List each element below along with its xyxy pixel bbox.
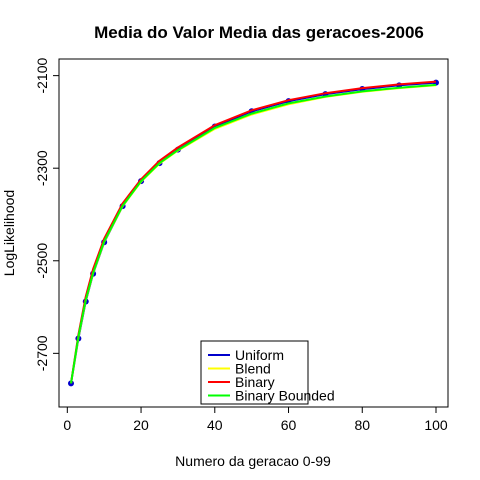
series-line-binary-bounded	[70, 83, 437, 384]
series-line-blend	[70, 84, 437, 384]
x-tick-label: 20	[133, 417, 149, 433]
legend-label-blend: Blend	[235, 361, 271, 377]
legend-label-binary: Binary	[235, 374, 275, 390]
x-tick-label: 80	[354, 417, 370, 433]
legend-label-binary-bounded: Binary Bounded	[235, 388, 335, 404]
x-axis-label: Numero da geracao 0-99	[175, 453, 331, 469]
legend-label-uniform: Uniform	[235, 347, 284, 363]
y-tick-label: -2100	[34, 58, 50, 94]
y-tick-label: -2500	[34, 243, 50, 279]
x-tick-label: 60	[281, 417, 297, 433]
series-line-binary	[70, 80, 437, 384]
x-tick-label: 100	[424, 417, 448, 433]
y-tick-label: -2700	[34, 335, 50, 371]
y-axis: -2100 -2300 -2500 -2700	[34, 58, 60, 371]
x-axis: 0 20 40 60 80 100	[63, 406, 448, 433]
series-layer	[68, 79, 439, 387]
legend-box	[200, 340, 309, 405]
y-axis-label: LogLikelihood	[1, 190, 17, 276]
y-tick-label: -2300	[34, 150, 50, 186]
x-tick-label: 0	[63, 417, 71, 433]
series-line-uniform	[70, 81, 437, 384]
x-tick-label: 40	[207, 417, 223, 433]
chart-title: Media do Valor Media das geracoes-2006	[94, 23, 424, 42]
data-point-uniform	[68, 380, 74, 387]
